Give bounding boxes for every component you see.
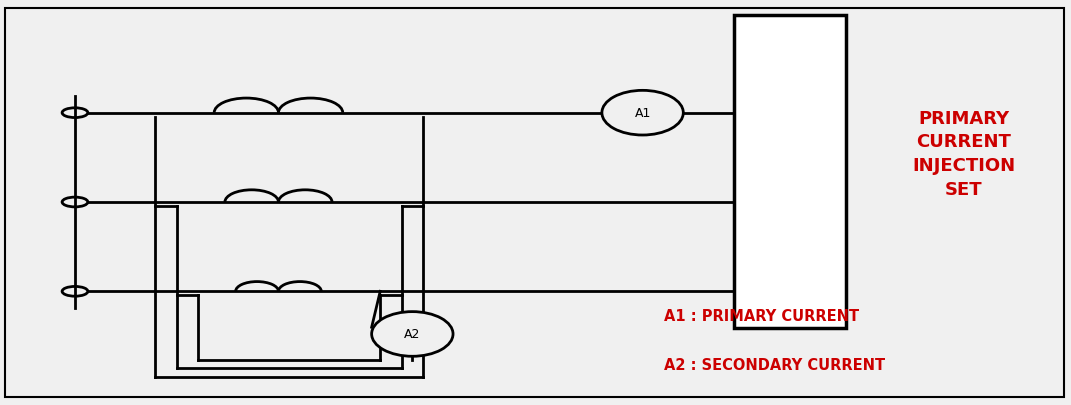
Text: A1 : PRIMARY CURRENT: A1 : PRIMARY CURRENT bbox=[664, 309, 859, 323]
Text: A1: A1 bbox=[634, 107, 651, 120]
Text: A2 : SECONDARY CURRENT: A2 : SECONDARY CURRENT bbox=[664, 357, 885, 372]
Text: PRIMARY
CURRENT
INJECTION
SET: PRIMARY CURRENT INJECTION SET bbox=[912, 110, 1015, 198]
Text: A2: A2 bbox=[404, 328, 421, 341]
Ellipse shape bbox=[602, 91, 683, 136]
Bar bbox=[734, 16, 846, 328]
Ellipse shape bbox=[372, 312, 453, 356]
